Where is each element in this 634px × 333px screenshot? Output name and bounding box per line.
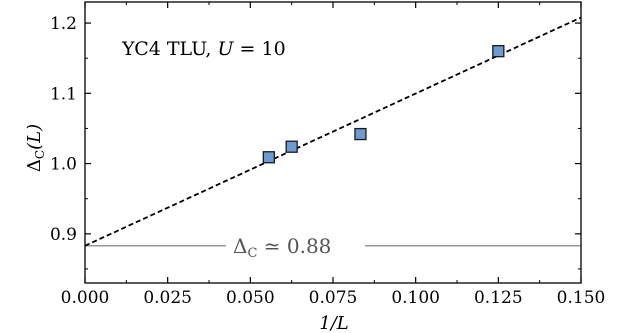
data-point (262, 151, 276, 164)
reference-line-label: ΔC ≃ 0.88 (233, 234, 331, 261)
y-axis-title-main: Δ (24, 159, 45, 172)
data-point (285, 140, 298, 153)
reference-line-group: ΔC ≃ 0.88 (85, 234, 581, 261)
y-axis-title: ΔC(L) (24, 124, 47, 172)
reference-label-main: Δ (233, 234, 247, 258)
y-tick-label: 1.1 (50, 84, 77, 104)
reference-label-sub: C (247, 246, 257, 261)
x-tick-label: 0.150 (557, 288, 606, 308)
y-axis-title-arg: (L) (24, 124, 45, 150)
data-points (262, 45, 505, 164)
fit-line-group (84, 16, 582, 247)
y-tick-label: 0.9 (50, 225, 77, 245)
axes: 0.000 0.025 0.050 0.075 0.100 0.125 0.150 0.9 1.… (50, 1, 606, 308)
reference-label-rest: ≃ 0.88 (257, 234, 331, 258)
x-tick-label: 0.000 (61, 288, 110, 308)
y-tick-label: 1.2 (50, 14, 77, 34)
data-point (492, 45, 505, 58)
y-tick-label: 1.0 (50, 155, 77, 175)
x-axis-title: 1/L (319, 313, 348, 333)
data-point (354, 127, 367, 141)
annotation-prefix: YC4 TLU, (121, 38, 217, 60)
x-tick-label: 0.100 (391, 288, 440, 308)
annotation-suffix: = 10 (234, 38, 286, 60)
y-axis-title-sub: C (33, 150, 47, 159)
annotation-var: U (217, 38, 234, 60)
x-tick-label: 0.050 (226, 288, 275, 308)
fit-line (84, 16, 582, 247)
x-tick-label: 0.125 (474, 288, 523, 308)
x-tick-label: 0.075 (309, 288, 358, 308)
chart-annotation: YC4 TLU, U = 10 (121, 38, 286, 60)
x-tick-label: 0.025 (143, 288, 192, 308)
